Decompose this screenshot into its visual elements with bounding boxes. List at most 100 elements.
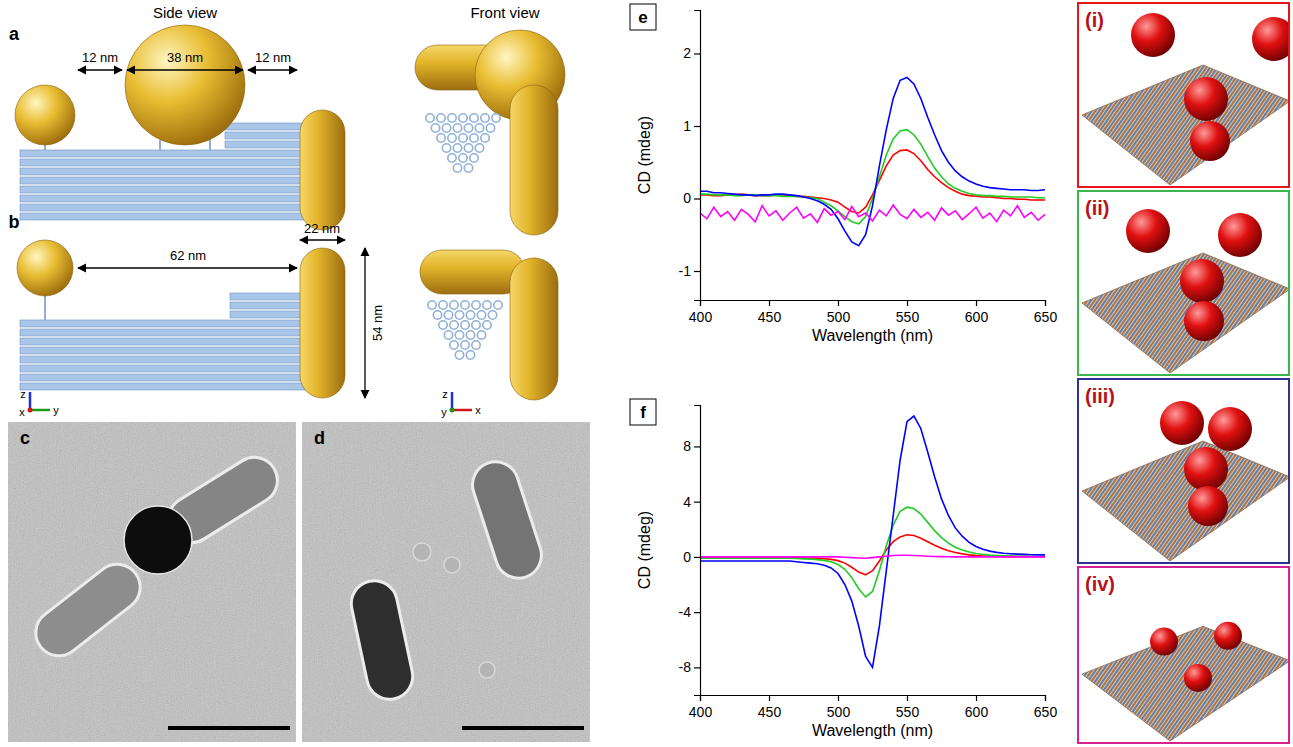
gold-sphere xyxy=(1131,13,1175,57)
y-tick: 0 xyxy=(683,190,700,206)
chart: 400450500550600650-1012Wavelength (nm)CD… xyxy=(630,4,1057,344)
nanorod xyxy=(300,110,345,230)
dimension-label: 54 nm xyxy=(370,305,385,341)
x-axis-title: Wavelength (nm) xyxy=(812,327,933,344)
nanorod xyxy=(510,258,558,400)
y-tick-mark xyxy=(694,271,700,272)
model-background xyxy=(1078,379,1289,563)
panel-letter: b xyxy=(9,212,20,232)
y-tick-label: -1 xyxy=(679,263,692,279)
model-background xyxy=(1078,191,1289,375)
y-tick-label: -8 xyxy=(679,659,692,675)
x-axis-line xyxy=(701,696,1046,702)
helix xyxy=(20,320,335,327)
y-tick: 8 xyxy=(683,438,700,454)
helix-section xyxy=(428,301,436,309)
helix-section xyxy=(439,301,447,309)
helix-section xyxy=(459,134,467,142)
helix xyxy=(20,374,335,381)
y-tick-label: 8 xyxy=(683,438,691,454)
panel-letter-box xyxy=(630,4,656,30)
scale-bar xyxy=(462,726,584,730)
y-tick: 1 xyxy=(683,118,700,134)
tem-particle xyxy=(124,506,192,574)
helix xyxy=(20,347,335,354)
origami-cross-section xyxy=(426,114,500,172)
x-axis: 400450500550600650 xyxy=(689,695,1058,720)
x-tick-mark xyxy=(769,695,770,701)
triad-axis xyxy=(450,408,455,413)
helix-section xyxy=(444,331,452,339)
model-border xyxy=(1078,191,1289,375)
x-axis: 400450500550600650 xyxy=(689,300,1058,325)
y-tick-mark xyxy=(694,557,700,558)
model-content xyxy=(1078,379,1289,563)
axis-triad: zxy xyxy=(441,388,481,418)
helix-section xyxy=(459,114,467,122)
gold-sphere xyxy=(1190,121,1230,161)
x-tick-label: 550 xyxy=(896,309,920,325)
helix xyxy=(20,195,335,202)
triad-axis xyxy=(29,392,32,410)
y-tick-mark xyxy=(694,502,700,503)
axis-triad: zyx xyxy=(19,388,59,418)
tem-particle xyxy=(413,543,431,561)
linker xyxy=(44,296,46,320)
chart: 400450500550600650-8-4048Wavelength (nm)… xyxy=(630,399,1057,739)
helix-section xyxy=(483,301,491,309)
helix xyxy=(20,204,335,211)
helix-section xyxy=(488,311,496,319)
view-title: Front view xyxy=(470,4,539,21)
y-tick: 2 xyxy=(683,45,700,61)
x-axis-title: Wavelength (nm) xyxy=(812,722,933,739)
dimension-label: 38 nm xyxy=(167,50,203,65)
gold-sphere xyxy=(1126,209,1170,253)
gold-sphere xyxy=(1214,622,1242,650)
gold-sphere xyxy=(1188,486,1228,526)
tem-rod-body xyxy=(347,577,417,704)
helix-section xyxy=(455,351,463,359)
y-tick-label: 1 xyxy=(683,118,691,134)
helix xyxy=(20,338,335,345)
helix-section xyxy=(483,321,491,329)
y-tick-mark xyxy=(694,446,700,447)
dna-sheet xyxy=(1082,65,1289,185)
y-tick: 4 xyxy=(683,494,700,510)
helix-section xyxy=(472,321,480,329)
x-tick: 600 xyxy=(965,695,989,720)
x-tick-mark xyxy=(976,300,977,306)
x-tick-label: 450 xyxy=(758,704,782,720)
gold-sphere xyxy=(1184,77,1228,121)
helix-section xyxy=(437,134,445,142)
helix-section xyxy=(431,124,439,132)
helix-section xyxy=(450,321,458,329)
triad-label: z xyxy=(442,388,448,400)
x-tick-label: 650 xyxy=(1034,704,1058,720)
model-content xyxy=(1078,3,1289,187)
helix-section xyxy=(453,164,461,172)
origami-cross-section xyxy=(428,301,502,359)
dimension-label: 12 nm xyxy=(255,50,291,65)
dna-sheet xyxy=(1082,626,1289,741)
panel-letter: c xyxy=(20,428,30,448)
dna-sheet xyxy=(1082,253,1289,373)
helix xyxy=(20,168,335,175)
x-tick: 550 xyxy=(896,300,920,325)
helix xyxy=(20,329,335,336)
tem-rod xyxy=(347,577,417,704)
triad-axis xyxy=(451,392,454,410)
dimension-arrow xyxy=(364,248,365,398)
gold-sphere xyxy=(1160,401,1204,445)
helix-section xyxy=(470,114,478,122)
x-tick: 500 xyxy=(827,695,851,720)
helix-section xyxy=(470,134,478,142)
y-axis-line xyxy=(694,11,701,301)
x-tick: 500 xyxy=(827,300,851,325)
dimension-arrow xyxy=(127,69,243,70)
cd-line xyxy=(700,77,1045,245)
helix-section xyxy=(466,311,474,319)
helix xyxy=(20,383,335,390)
y-tick: -8 xyxy=(679,659,700,675)
sphere xyxy=(17,240,73,296)
x-tick-mark xyxy=(907,300,908,306)
